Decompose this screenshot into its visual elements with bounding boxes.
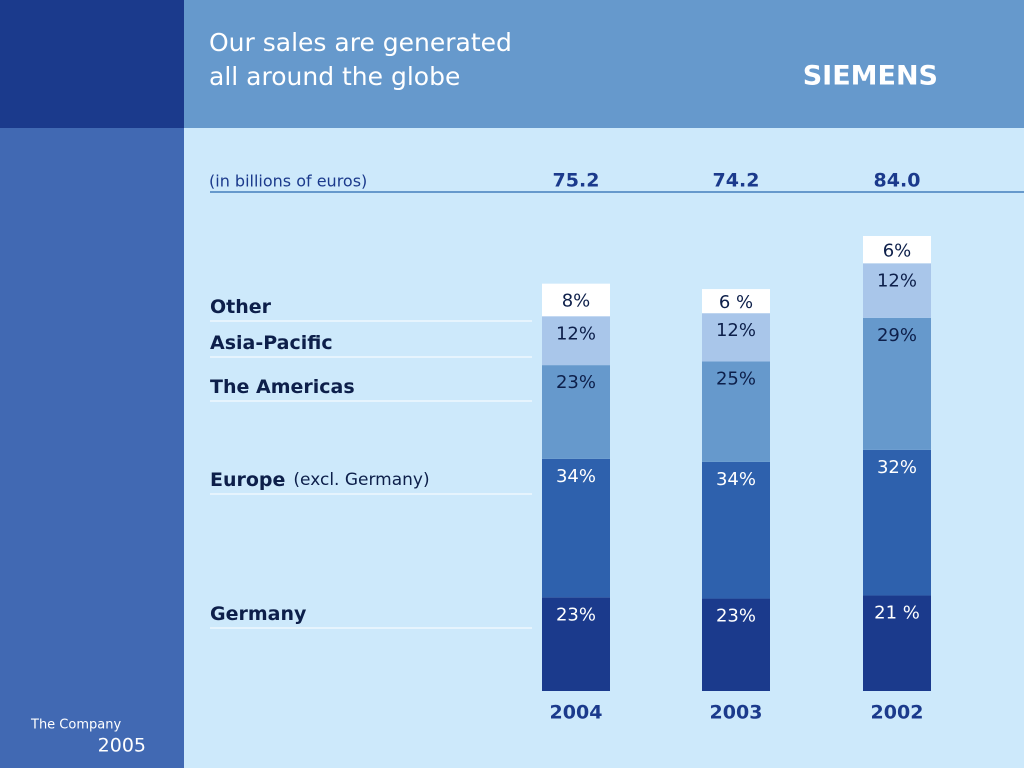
bar-segment <box>542 283 610 317</box>
footer-section: The Company <box>30 718 121 733</box>
legend-name: The Americas <box>210 376 355 398</box>
bar-segment <box>863 595 931 691</box>
header-band <box>184 0 1024 128</box>
bar-segment <box>863 263 931 318</box>
value-label: 21 % <box>874 602 920 623</box>
bar-segment <box>702 361 770 462</box>
unit-label: (in billions of euros) <box>209 172 367 191</box>
bar-segment <box>863 449 931 596</box>
legend-name: Germany <box>210 603 307 625</box>
x-tick-label: 2003 <box>710 702 763 724</box>
title-line: all around the globe <box>209 62 460 91</box>
value-label: 12% <box>877 270 917 291</box>
legend-label: Germany <box>210 603 307 625</box>
value-label: 6 % <box>719 292 753 313</box>
value-label: 25% <box>716 368 756 389</box>
total-label: 74.2 <box>713 170 760 192</box>
value-label: 12% <box>556 323 596 344</box>
value-label: 32% <box>877 457 917 478</box>
legend-label: The Americas <box>210 376 355 398</box>
legend-name: Asia-Pacific <box>210 332 333 354</box>
value-label: 8% <box>562 291 591 312</box>
total-label: 84.0 <box>874 170 921 192</box>
title-line: Our sales are generated <box>209 28 512 57</box>
bar-segment <box>702 289 770 314</box>
sidebar <box>0 128 184 768</box>
bar-segment <box>863 236 931 264</box>
footer-year: 2005 <box>98 735 146 757</box>
bar-segment <box>702 461 770 599</box>
value-label: 34% <box>556 466 596 487</box>
legend-label: Europe (excl. Germany) <box>210 469 430 491</box>
legend-label: Other <box>210 296 272 318</box>
value-label: 23% <box>556 604 596 625</box>
bar-segment <box>702 313 770 362</box>
bar-segment <box>542 597 610 691</box>
legend-note: (excl. Germany) <box>293 470 429 490</box>
bar-segment <box>863 317 931 450</box>
brand-logo: SIEMENS <box>803 61 938 92</box>
legend-label: Asia-Pacific <box>210 332 333 354</box>
bar-segment <box>542 316 610 366</box>
value-label: 34% <box>716 469 756 490</box>
bar-segment <box>702 598 770 691</box>
value-label: 29% <box>877 325 917 346</box>
corner-block <box>0 0 184 128</box>
bar-segment <box>542 458 610 598</box>
x-tick-label: 2002 <box>871 702 924 724</box>
legend-name: Other <box>210 296 272 318</box>
value-label: 12% <box>716 320 756 341</box>
value-label: 23% <box>716 606 756 627</box>
value-label: 23% <box>556 372 596 393</box>
legend-name: Europe <box>210 469 285 491</box>
x-tick-label: 2004 <box>550 702 603 724</box>
bar-segment <box>542 365 610 459</box>
value-label: 6% <box>883 241 912 262</box>
total-label: 75.2 <box>553 170 600 192</box>
